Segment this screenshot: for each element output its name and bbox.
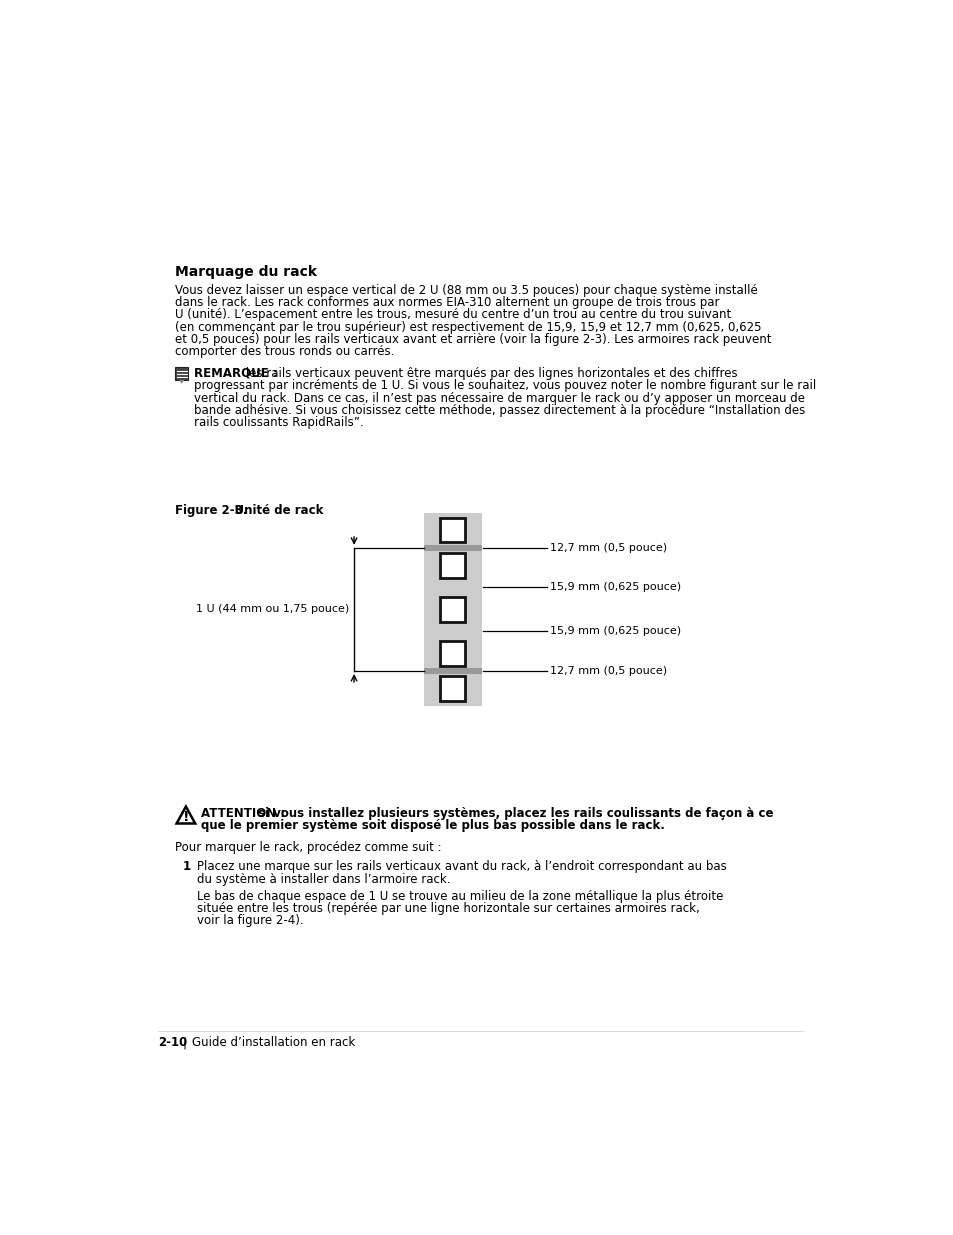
Text: 1 U (44 mm ou 1,75 pouce): 1 U (44 mm ou 1,75 pouce) bbox=[196, 604, 349, 614]
Bar bbox=[439, 517, 464, 542]
Text: voir la figure 2-4).: voir la figure 2-4). bbox=[196, 914, 303, 927]
Bar bbox=[439, 677, 464, 701]
Text: du système à installer dans l’armoire rack.: du système à installer dans l’armoire ra… bbox=[196, 873, 450, 885]
Text: 1: 1 bbox=[183, 861, 191, 873]
Text: comporter des trous ronds ou carrés.: comporter des trous ronds ou carrés. bbox=[174, 346, 394, 358]
Text: Marquage du rack: Marquage du rack bbox=[174, 266, 316, 279]
Text: Vous devez laisser un espace vertical de 2 U (88 mm ou 3.5 pouces) pour chaque s: Vous devez laisser un espace vertical de… bbox=[174, 284, 757, 296]
Text: et 0,5 pouces) pour les rails verticaux avant et arrière (voir la figure 2-3). L: et 0,5 pouces) pour les rails verticaux … bbox=[174, 333, 771, 346]
Text: Le bas de chaque espace de 1 U se trouve au milieu de la zone métallique la plus: Le bas de chaque espace de 1 U se trouve… bbox=[196, 889, 722, 903]
Text: 15,9 mm (0,625 pouce): 15,9 mm (0,625 pouce) bbox=[550, 626, 680, 636]
Text: Placez une marque sur les rails verticaux avant du rack, à l’endroit corresponda: Placez une marque sur les rails verticau… bbox=[196, 861, 726, 873]
Bar bbox=[423, 545, 481, 551]
Text: 12,7 mm (0,5 pouce): 12,7 mm (0,5 pouce) bbox=[550, 542, 666, 553]
Text: Guide d’installation en rack: Guide d’installation en rack bbox=[192, 1036, 355, 1049]
Text: dans le rack. Les rack conformes aux normes EIA-310 alternent un groupe de trois: dans le rack. Les rack conformes aux nor… bbox=[174, 296, 719, 309]
Text: progressant par incréments de 1 U. Si vous le souhaitez, vous pouvez noter le no: progressant par incréments de 1 U. Si vo… bbox=[193, 379, 815, 393]
Bar bbox=[174, 367, 188, 380]
Text: Pour marquer le rack, procédez comme suit :: Pour marquer le rack, procédez comme sui… bbox=[174, 841, 441, 855]
Text: |: | bbox=[183, 1036, 187, 1049]
Text: U (unité). L’espacement entre les trous, mesuré du centre d’un trou au centre du: U (unité). L’espacement entre les trous,… bbox=[174, 309, 731, 321]
Text: 12,7 mm (0,5 pouce): 12,7 mm (0,5 pouce) bbox=[550, 666, 666, 676]
Text: les rails verticaux peuvent être marqués par des lignes horizontales et des chif: les rails verticaux peuvent être marqués… bbox=[241, 367, 737, 380]
Bar bbox=[423, 514, 481, 705]
Text: rails coulissants RapidRails”.: rails coulissants RapidRails”. bbox=[193, 416, 363, 429]
Text: 2-10: 2-10 bbox=[158, 1036, 187, 1049]
Text: située entre les trous (repérée par une ligne horizontale sur certaines armoires: située entre les trous (repérée par une … bbox=[196, 902, 699, 915]
Text: REMARQUE :: REMARQUE : bbox=[193, 367, 277, 380]
Bar bbox=[439, 641, 464, 666]
Text: si vous installez plusieurs systèmes, placez les rails coulissants de façon à ce: si vous installez plusieurs systèmes, pl… bbox=[253, 806, 773, 820]
Text: vertical du rack. Dans ce cas, il n’est pas nécessaire de marquer le rack ou d’y: vertical du rack. Dans ce cas, il n’est … bbox=[193, 391, 803, 405]
Text: 15,9 mm (0,625 pouce): 15,9 mm (0,625 pouce) bbox=[550, 583, 680, 593]
Text: que le premier système soit disposé le plus bas possible dans le rack.: que le premier système soit disposé le p… bbox=[201, 819, 664, 832]
Text: !: ! bbox=[182, 810, 189, 824]
Text: (en commençant par le trou supérieur) est respectivement de 15,9, 15,9 et 12,7 m: (en commençant par le trou supérieur) es… bbox=[174, 321, 760, 333]
Bar bbox=[423, 668, 481, 674]
Text: Unité de rack: Unité de rack bbox=[218, 504, 323, 517]
Bar bbox=[439, 597, 464, 621]
Text: Figure 2-3.: Figure 2-3. bbox=[174, 504, 247, 517]
Bar bbox=[439, 553, 464, 578]
Text: ATTENTION :: ATTENTION : bbox=[201, 806, 285, 820]
Polygon shape bbox=[176, 806, 195, 824]
Polygon shape bbox=[179, 380, 184, 384]
Text: bande adhésive. Si vous choisissez cette méthode, passez directement à la procéd: bande adhésive. Si vous choisissez cette… bbox=[193, 404, 804, 417]
